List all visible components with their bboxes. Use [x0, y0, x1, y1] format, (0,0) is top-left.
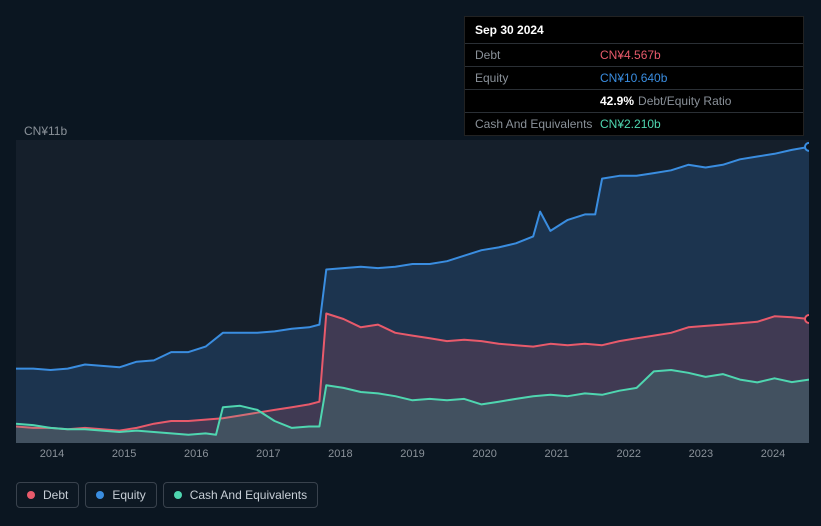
xaxis-tick: 2019: [376, 448, 448, 468]
legend-item-cash[interactable]: Cash And Equivalents: [163, 482, 318, 508]
tooltip-value: CN¥10.640b: [600, 71, 667, 85]
xaxis-tick: 2024: [737, 448, 809, 468]
xaxis-tick: 2015: [88, 448, 160, 468]
xaxis-tick: 2022: [593, 448, 665, 468]
tooltip-label: Cash And Equivalents: [475, 117, 600, 131]
tooltip-value: CN¥4.567b: [600, 48, 661, 62]
tooltip-date: Sep 30 2024: [465, 17, 803, 44]
tooltip-label: Equity: [475, 71, 600, 85]
chart-tooltip: Sep 30 2024 Debt CN¥4.567b Equity CN¥10.…: [464, 16, 804, 136]
legend-dot-cash: [174, 491, 182, 499]
legend-label: Debt: [43, 488, 68, 502]
tooltip-value: CN¥2.210b: [600, 117, 661, 131]
legend-label: Cash And Equivalents: [190, 488, 307, 502]
tooltip-row-equity: Equity CN¥10.640b: [465, 67, 803, 90]
xaxis-tick: 2018: [304, 448, 376, 468]
legend-label: Equity: [112, 488, 145, 502]
tooltip-label: [475, 94, 600, 108]
xaxis-tick: 2021: [521, 448, 593, 468]
legend-dot-debt: [27, 491, 35, 499]
xaxis-tick: 2020: [449, 448, 521, 468]
legend-dot-equity: [96, 491, 104, 499]
legend-item-debt[interactable]: Debt: [16, 482, 79, 508]
xaxis-tick: 2017: [232, 448, 304, 468]
xaxis: 2014201520162017201820192020202120222023…: [16, 448, 809, 468]
tooltip-ratio-label: Debt/Equity Ratio: [638, 94, 731, 108]
area-chart[interactable]: [16, 140, 809, 443]
tooltip-ratio-value: 42.9%: [600, 94, 634, 108]
tooltip-row-ratio: 42.9% Debt/Equity Ratio: [465, 90, 803, 113]
tooltip-row-cash: Cash And Equivalents CN¥2.210b: [465, 113, 803, 135]
tooltip-row-debt: Debt CN¥4.567b: [465, 44, 803, 67]
tooltip-label: Debt: [475, 48, 600, 62]
xaxis-tick: 2014: [16, 448, 88, 468]
xaxis-tick: 2016: [160, 448, 232, 468]
legend-item-equity[interactable]: Equity: [85, 482, 156, 508]
xaxis-tick: 2023: [665, 448, 737, 468]
yaxis-max-label: CN¥11b: [24, 124, 67, 138]
legend: Debt Equity Cash And Equivalents: [16, 482, 318, 508]
